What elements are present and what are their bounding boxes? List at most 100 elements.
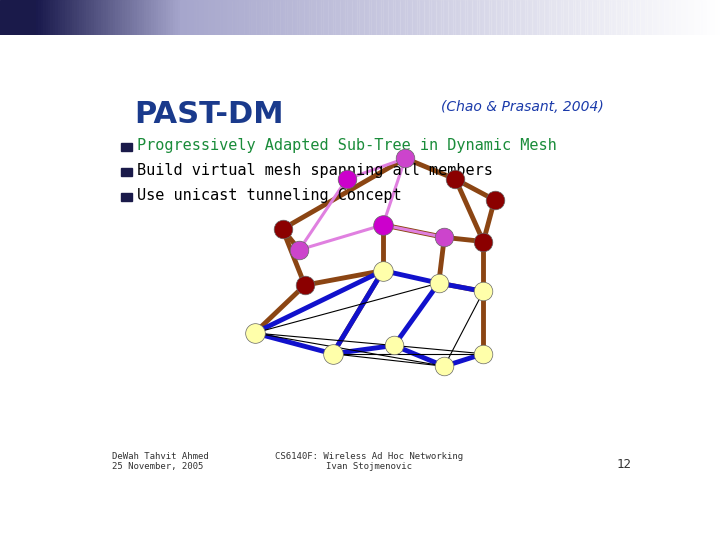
Bar [41,0,44,35]
Bar [468,0,471,35]
Bar [113,0,116,35]
Bar [401,0,404,35]
Bar [14,0,17,35]
Bar [27,0,30,35]
Bar [629,0,632,35]
Bar [614,0,618,35]
Bar [53,0,56,35]
Bar [279,0,282,35]
Point [294,246,305,254]
Bar [214,0,217,35]
Bar [324,0,327,35]
Bar [432,0,435,35]
Bar [94,0,96,35]
Bar [420,0,423,35]
Bar [245,0,248,35]
Bar [264,0,267,35]
Bar [225,0,229,35]
Bar [441,0,445,35]
Bar [583,0,586,35]
Bar [605,0,608,35]
Bar [396,0,399,35]
Text: CS6140F: Wireless Ad Hoc Networking
Ivan Stojmenovic: CS6140F: Wireless Ad Hoc Networking Ivan… [275,452,463,471]
Bar [185,0,188,35]
Bar [449,0,452,35]
Point [377,266,389,275]
Bar [329,0,332,35]
Bar [617,0,620,35]
Bar [45,0,49,35]
Bar [538,0,541,35]
Bar [199,0,202,35]
Bar [86,0,89,35]
Bar [434,0,438,35]
Bar [454,0,456,35]
Bar [372,0,375,35]
Bar [631,0,634,35]
Bar [257,0,260,35]
Bar [574,0,577,35]
Bar [243,0,246,35]
Bar [693,0,697,35]
Bar [590,0,593,35]
Bar [127,0,130,35]
Bar [612,0,615,35]
Bar [218,0,222,35]
Bar [211,0,215,35]
Bar [610,0,613,35]
Bar [571,0,575,35]
Bar [643,0,647,35]
Bar [122,0,125,35]
Bar [341,0,344,35]
Text: PAST-DM: PAST-DM [135,100,284,129]
Bar [288,0,291,35]
Bar [315,0,318,35]
Bar [302,0,305,35]
Bar [554,0,557,35]
Bar [135,0,138,35]
Bar [701,0,704,35]
Bar [439,0,442,35]
Bar [65,0,68,35]
Bar [552,0,555,35]
Bar [343,0,346,35]
Bar [451,0,454,35]
Bar [418,0,420,35]
Bar [564,0,567,35]
Bar [533,0,536,35]
Text: Use unicast tunneling Concept: Use unicast tunneling Concept [138,188,402,203]
Bar [194,0,197,35]
Bar [459,0,462,35]
Bar [146,0,150,35]
Bar [79,0,82,35]
Bar [322,0,325,35]
Bar [405,0,409,35]
Point [433,279,444,287]
Bar [72,0,75,35]
Bar [665,0,668,35]
Bar [151,0,154,35]
Bar [99,0,102,35]
Bar [542,0,546,35]
Point [450,175,462,184]
Bar [175,0,179,35]
Bar [518,0,521,35]
Bar [305,0,308,35]
Bar [89,0,92,35]
Bar [50,0,53,35]
Bar [679,0,683,35]
Bar [660,0,663,35]
Point [249,329,261,338]
Bar [259,0,262,35]
Bar [430,0,433,35]
Point [489,195,500,204]
Bar [365,0,368,35]
Bar [639,0,642,35]
Bar [0,0,3,35]
Bar [667,0,670,35]
Bar [545,0,548,35]
Bar [207,0,210,35]
Bar [715,0,719,35]
Bar [595,0,598,35]
Bar [290,0,294,35]
